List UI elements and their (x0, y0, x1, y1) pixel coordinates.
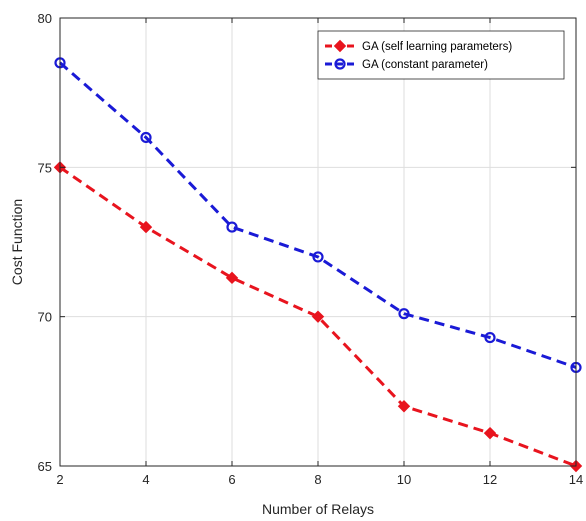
legend-marker (334, 58, 346, 70)
y-axis-label: Cost Function (9, 199, 25, 285)
legend-entry: GA (constant parameter) (325, 58, 488, 71)
data-point (311, 310, 325, 323)
x-tick-label: 14 (569, 472, 583, 487)
data-point (225, 271, 239, 285)
legend: GA (self learning parameters) GA (constan… (317, 30, 565, 80)
series-layer (53, 57, 583, 473)
series-line (59, 61, 577, 369)
series-1 (53, 161, 583, 473)
legend-label: GA (constant parameter) (362, 59, 488, 71)
x-axis-label: Number of Relays (262, 501, 374, 517)
data-point (483, 426, 497, 440)
data-point (140, 131, 152, 144)
data-point (139, 220, 153, 234)
x-tick-label: 8 (314, 472, 321, 487)
x-tick-label: 4 (142, 472, 149, 487)
legend-marker (333, 39, 347, 53)
series-2 (54, 57, 582, 374)
y-tick-label: 65 (38, 459, 52, 474)
data-point (312, 251, 324, 263)
x-tick-label: 10 (397, 472, 411, 487)
data-point (397, 400, 411, 413)
tick-layer: 2 4 6 8 10 12 14 65 70 75 80 (38, 11, 584, 487)
y-tick-label: 75 (38, 160, 52, 175)
legend-label: GA (self learning parameters) (362, 41, 512, 53)
y-tick-label: 70 (38, 310, 52, 325)
data-point (484, 331, 496, 344)
x-tick-label: 6 (228, 472, 235, 487)
data-point (226, 221, 238, 233)
data-point (398, 308, 410, 320)
x-tick-label: 2 (56, 472, 63, 487)
y-tick-label: 80 (38, 11, 52, 26)
x-tick-label: 12 (483, 472, 497, 487)
legend-entry: GA (self learning parameters) (325, 39, 512, 53)
legend-entries: GA (self learning parameters) GA (constan… (325, 39, 512, 71)
legend-box (317, 30, 565, 80)
